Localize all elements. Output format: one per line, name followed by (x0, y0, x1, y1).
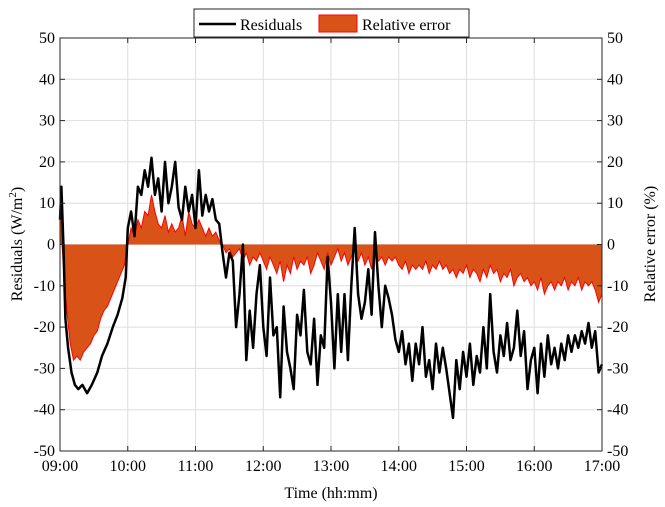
axis-ticks (59, 37, 603, 452)
y-right-tick-label: -40 (607, 402, 628, 419)
relative-error-series (59, 186, 603, 362)
y-left-tick-label: -40 (34, 402, 55, 419)
x-tick-label: 11:00 (178, 458, 214, 475)
y-left-tick-label: 40 (39, 71, 55, 88)
y-right-tick-labels: -50 -40 -30 -20 -10 0 10 20 30 40 50 (607, 30, 628, 460)
y-left-tick-label: 50 (39, 30, 55, 47)
y-right-tick-label: 10 (607, 195, 623, 212)
legend-relative-error-label: Relative error (362, 17, 451, 34)
y-right-tick-label: 0 (607, 237, 615, 254)
y-left-axis-title-base: Residuals (W/m (9, 197, 26, 301)
x-tick-labels: 09:00 10:00 11:00 12:00 13:00 14:00 15:00 16:00… (42, 458, 620, 475)
y-right-tick-label: 40 (607, 71, 623, 88)
x-tick-label: 15:00 (448, 458, 484, 475)
y-left-tick-labels: -50 -40 -30 -20 -10 0 10 20 30 40 50 (34, 30, 55, 460)
residuals-series (58, 156, 604, 420)
y-left-tick-label: -30 (34, 360, 55, 377)
x-tick-label: 14:00 (381, 458, 417, 475)
y-right-tick-label: 50 (607, 30, 623, 47)
y-right-tick-label: -50 (607, 443, 628, 460)
legend-relative-error-swatch (318, 14, 358, 33)
y-left-axis-title: Residuals (W/m2) (7, 187, 26, 301)
x-tick-label: 17:00 (584, 458, 620, 475)
x-axis-title: Time (hh:mm) (284, 485, 377, 502)
relative-error-area (60, 186, 602, 361)
x-tick-label: 16:00 (516, 458, 552, 475)
x-tick-label: 10:00 (110, 458, 146, 475)
y-left-tick-label: 30 (39, 113, 55, 130)
y-right-axis-title: Relative error (%) (642, 186, 659, 302)
y-right-tick-label: -30 (607, 360, 628, 377)
legend-residuals-label: Residuals (240, 17, 302, 34)
y-left-tick-label: -20 (34, 319, 55, 336)
residuals-line (58, 156, 604, 420)
y-right-tick-label: 30 (607, 113, 623, 130)
relative-error-edge (59, 186, 603, 362)
y-left-tick-label: -10 (34, 278, 55, 295)
y-left-tick-label: -50 (34, 443, 55, 460)
y-left-tick-label: 0 (47, 237, 55, 254)
y-left-axis-title-superscript: 2 (7, 192, 19, 198)
x-tick-label: 12:00 (245, 458, 281, 475)
y-right-tick-label: 20 (607, 154, 623, 171)
legend: Residuals Relative error (193, 8, 470, 38)
y-right-tick-label: -10 (607, 278, 628, 295)
x-tick-label: 09:00 (42, 458, 78, 475)
y-left-tick-label: 20 (39, 154, 55, 171)
y-left-axis-title-close: ) (9, 187, 26, 192)
y-right-tick-label: -20 (607, 319, 628, 336)
x-tick-label: 13:00 (313, 458, 349, 475)
y-left-tick-label: 10 (39, 195, 55, 212)
